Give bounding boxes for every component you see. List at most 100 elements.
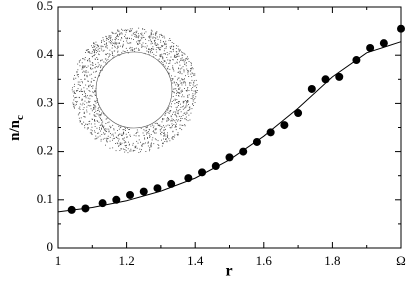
inset-dot [99,111,100,113]
data-point [294,109,303,118]
inset-dot [183,71,185,73]
inset-dot [141,46,143,48]
inset-dot [142,42,144,44]
inset-dot [86,49,88,51]
inset-dot [92,119,93,120]
inset-dot [79,112,81,113]
inset-dot [77,83,79,85]
inset-dot [163,131,165,133]
inset-dot [131,38,132,40]
inset-dot [124,29,125,31]
inset-dot [144,138,146,140]
inset-dot [110,35,112,37]
inset-dot [92,91,94,93]
inset-dot [105,58,107,60]
inset-dot [186,101,188,103]
inset-dot [164,44,166,46]
inset-dot [125,150,127,152]
inset-dot [86,123,88,125]
inset-dot [158,124,160,126]
inset-dot [168,107,169,109]
inset-dot [188,104,189,105]
inset-dot [195,85,197,87]
inset-dot [172,59,174,61]
inset-dot [119,45,121,47]
inset-dot [176,116,178,118]
inset-dot [172,49,174,50]
inset-inner-circle [95,51,173,129]
inset-dot [90,94,92,96]
inset-dot [106,117,108,119]
inset-dot [182,66,184,68]
inset-dot [94,67,96,68]
inset-dot [103,125,105,127]
inset-dot [79,81,81,83]
inset-dot [75,97,76,98]
inset-dot [148,36,150,38]
inset-dot [95,110,97,112]
inset-dot [177,132,179,134]
inset-dot [152,137,154,139]
inset-dot [191,72,193,74]
inset-dot [181,124,183,126]
inset-dot [92,64,93,66]
inset-dot [93,52,95,53]
inset-dot [89,84,91,86]
inset-dot [144,32,145,34]
inset-dot [92,85,94,87]
inset-dot [150,43,152,45]
inset-dot [186,112,188,114]
inset-dot [85,49,87,51]
inset-dot [82,91,83,92]
inset-dot [146,47,147,49]
inset-dot [167,124,169,126]
data-point [184,174,193,183]
inset-dot [123,137,125,139]
inset-dot [86,49,88,51]
inset-dot [167,109,169,111]
inset-dot [107,135,109,137]
inset-dot [178,88,180,90]
data-point [379,39,388,48]
inset-dot [150,33,152,34]
inset-dot [101,49,103,51]
inset-dot [152,37,154,39]
inset-dot [84,78,86,80]
inset-dot [122,129,124,131]
inset-dot [176,102,177,103]
inset-dot [181,79,183,81]
inset-dot [190,68,192,70]
inset-dot [95,44,97,46]
inset-dot [129,30,131,32]
inset-dot [145,38,146,40]
data-point [266,128,275,137]
inset-dot [196,90,198,91]
inset-dot [149,37,151,39]
inset-dot [123,140,125,141]
inset-dot [160,33,162,35]
inset-dot [192,87,194,88]
y-tick-label: 0.4 [37,46,54,61]
inset-dot [91,52,93,54]
inset-dot [122,46,124,47]
inset-dot [121,148,123,150]
inset-dot [84,74,86,76]
data-point [98,199,107,208]
inset-dot [174,126,176,128]
inset-dot [121,37,123,39]
inset-dot [83,103,85,105]
inset-dot [87,124,89,126]
inset-dot [125,128,126,130]
inset-dot [122,133,124,135]
inset-dot [175,106,177,108]
inset-dot [96,98,98,99]
data-point [252,137,261,146]
inset-dot [87,97,89,99]
inset-dot [87,104,89,106]
inset-dot [169,60,171,61]
inset-dot [131,34,133,36]
inset-dot [83,65,84,67]
inset-dot [128,129,130,130]
inset-dot [90,105,92,107]
inset-dot [141,45,143,47]
